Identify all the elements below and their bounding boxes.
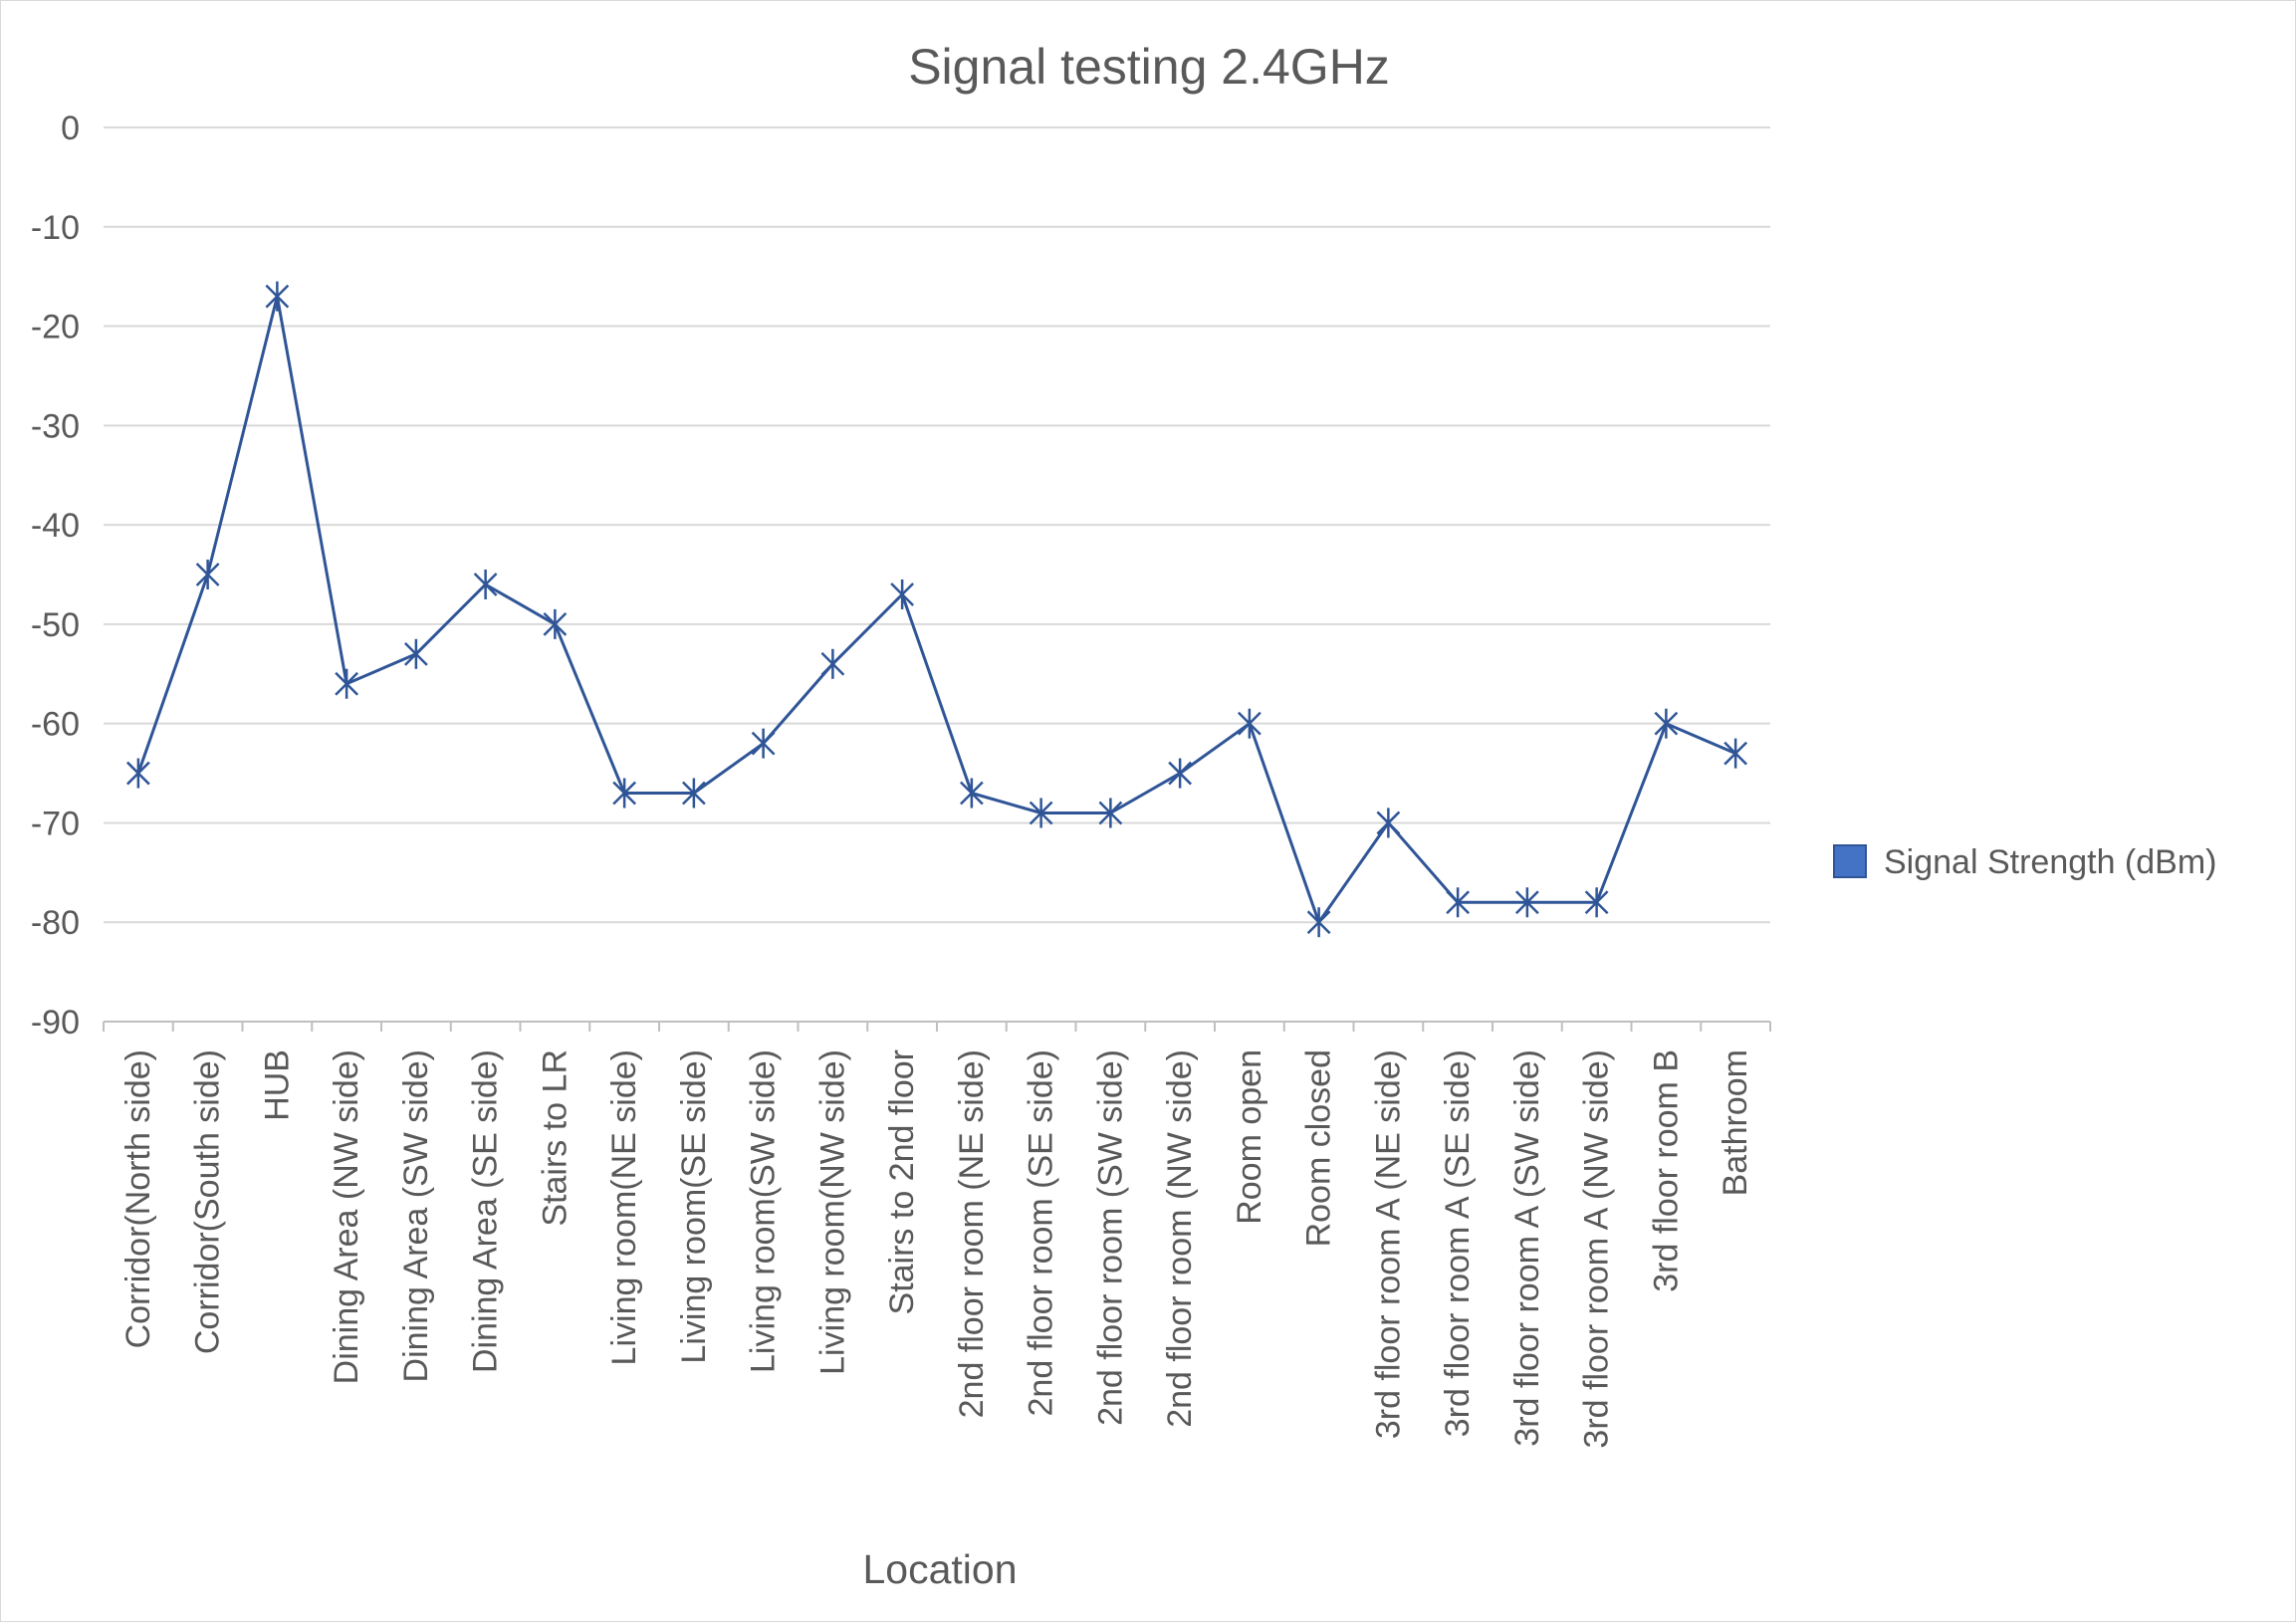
y-tick-label: -90 bbox=[31, 1004, 80, 1042]
data-point-marker bbox=[1306, 907, 1331, 938]
data-point-marker bbox=[751, 728, 776, 759]
data-point-marker bbox=[959, 778, 984, 809]
y-tick-label: 0 bbox=[61, 110, 80, 147]
data-point-marker bbox=[543, 608, 568, 639]
y-tick-label: -50 bbox=[31, 606, 80, 644]
x-tick-label: 3rd floor room A (SE side) bbox=[1439, 1049, 1477, 1437]
x-tick-label: Bathroom bbox=[1717, 1049, 1754, 1196]
x-tick-label: Living room(SW side) bbox=[745, 1049, 783, 1373]
data-point-marker bbox=[1584, 887, 1609, 918]
x-tick-label: Living room(SE side) bbox=[675, 1049, 713, 1364]
data-point-marker bbox=[195, 560, 220, 589]
x-tick-label: Room open bbox=[1231, 1049, 1268, 1225]
data-point-marker bbox=[125, 758, 150, 789]
x-tick-label: 2nd floor room (SE side) bbox=[1023, 1049, 1060, 1417]
chart-title: Signal testing 2.4GHz bbox=[908, 39, 1390, 95]
data-point-marker bbox=[1237, 708, 1262, 739]
data-point-marker bbox=[403, 638, 428, 669]
x-tick-label: Corridor(South side) bbox=[189, 1049, 227, 1354]
y-tick-label: -80 bbox=[31, 904, 80, 942]
x-tick-label: Living room(NE side) bbox=[605, 1049, 643, 1365]
x-tick-label: 3rd floor room A (NE side) bbox=[1369, 1049, 1407, 1439]
x-tick-label: Living room(NW side) bbox=[813, 1049, 851, 1375]
legend: Signal Strength (dBm) bbox=[1833, 843, 2217, 881]
x-tick-label: Room closed bbox=[1300, 1049, 1338, 1247]
x-tick-label: 2nd floor room (NW side) bbox=[1161, 1049, 1199, 1428]
x-tick-label: Dining Area (NW side) bbox=[328, 1049, 365, 1384]
data-point-marker bbox=[681, 778, 706, 809]
data-point-marker bbox=[1376, 808, 1401, 838]
y-tick-label: -40 bbox=[31, 507, 80, 545]
data-point-marker bbox=[612, 778, 637, 809]
y-tick-label: -20 bbox=[31, 309, 80, 347]
data-point-marker bbox=[820, 648, 845, 679]
x-tick-label: Stairs to 2nd floor bbox=[883, 1049, 921, 1314]
gridlines bbox=[103, 126, 1771, 1032]
data-point-marker bbox=[1514, 887, 1539, 918]
data-point-marker bbox=[335, 668, 359, 699]
x-tick-label: 3rd floor room B bbox=[1647, 1049, 1685, 1292]
data-point-marker bbox=[1446, 887, 1471, 918]
x-tick-label: 3rd floor room A (NW side) bbox=[1578, 1049, 1616, 1449]
data-point-marker bbox=[1168, 758, 1193, 789]
legend-swatch bbox=[1833, 844, 1867, 878]
legend-label: Signal Strength (dBm) bbox=[1884, 843, 2217, 881]
y-tick-label: -10 bbox=[31, 209, 80, 247]
x-tick-label: HUB bbox=[258, 1049, 296, 1121]
x-tick-label: Dining Area (SE side) bbox=[467, 1049, 505, 1373]
x-tick-label: 2nd floor room (SW side) bbox=[1091, 1049, 1129, 1426]
series-line bbox=[136, 295, 1736, 924]
x-tick-label: 3rd floor room A (SW side) bbox=[1508, 1049, 1546, 1447]
data-point-marker bbox=[1098, 798, 1123, 828]
y-axis-tick-labels: 0 -10 -20 -30 -40 -50 -60 -70 -80 -90 bbox=[31, 110, 80, 1042]
y-tick-label: -70 bbox=[31, 805, 80, 842]
data-point-marker bbox=[1654, 708, 1679, 739]
x-axis-title: Location bbox=[862, 1546, 1017, 1592]
y-tick-label: -30 bbox=[31, 407, 80, 445]
data-point-marker bbox=[1029, 798, 1053, 828]
data-point-marker bbox=[890, 579, 915, 609]
series-layer bbox=[125, 281, 1748, 938]
x-axis-tick-labels: Corridor(North side) Corridor(South side)… bbox=[119, 1049, 1754, 1449]
data-point-marker bbox=[473, 569, 498, 599]
data-point-marker bbox=[1723, 738, 1748, 769]
data-point-marker bbox=[265, 281, 290, 312]
x-tick-label: Dining Area (SW side) bbox=[397, 1049, 435, 1382]
x-tick-label: 2nd floor room (NE side) bbox=[953, 1049, 991, 1418]
y-tick-label: -60 bbox=[31, 706, 80, 744]
x-tick-label: Stairs to LR bbox=[536, 1049, 574, 1227]
x-tick-label: Corridor(North side) bbox=[119, 1049, 157, 1348]
